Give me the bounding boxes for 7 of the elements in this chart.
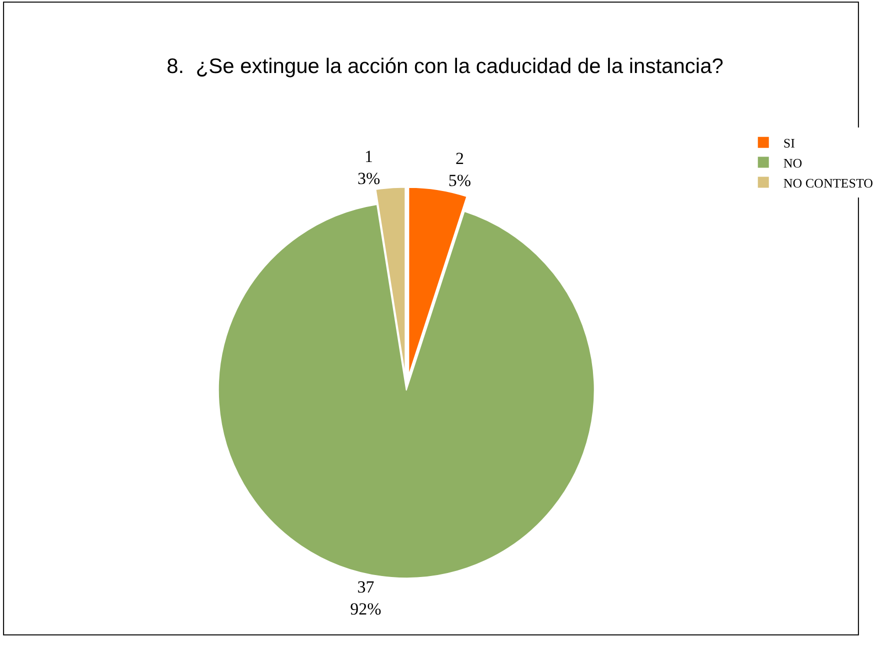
- data-label: 2 5%: [448, 149, 472, 190]
- legend-label: NO: [783, 155, 802, 170]
- data-label: 37 92%: [350, 577, 382, 618]
- legend-label: NO CONTESTO: [783, 175, 874, 190]
- data-label: 1 3%: [357, 146, 380, 188]
- chart-title: 8. ¿Se extingue la acción con la caducidad de la instancia?: [166, 54, 724, 78]
- legend-label: SI: [783, 135, 795, 150]
